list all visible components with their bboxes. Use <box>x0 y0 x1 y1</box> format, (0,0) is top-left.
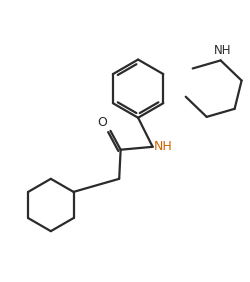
Text: O: O <box>97 116 107 129</box>
Text: NH: NH <box>214 44 232 57</box>
Text: NH: NH <box>154 140 173 153</box>
